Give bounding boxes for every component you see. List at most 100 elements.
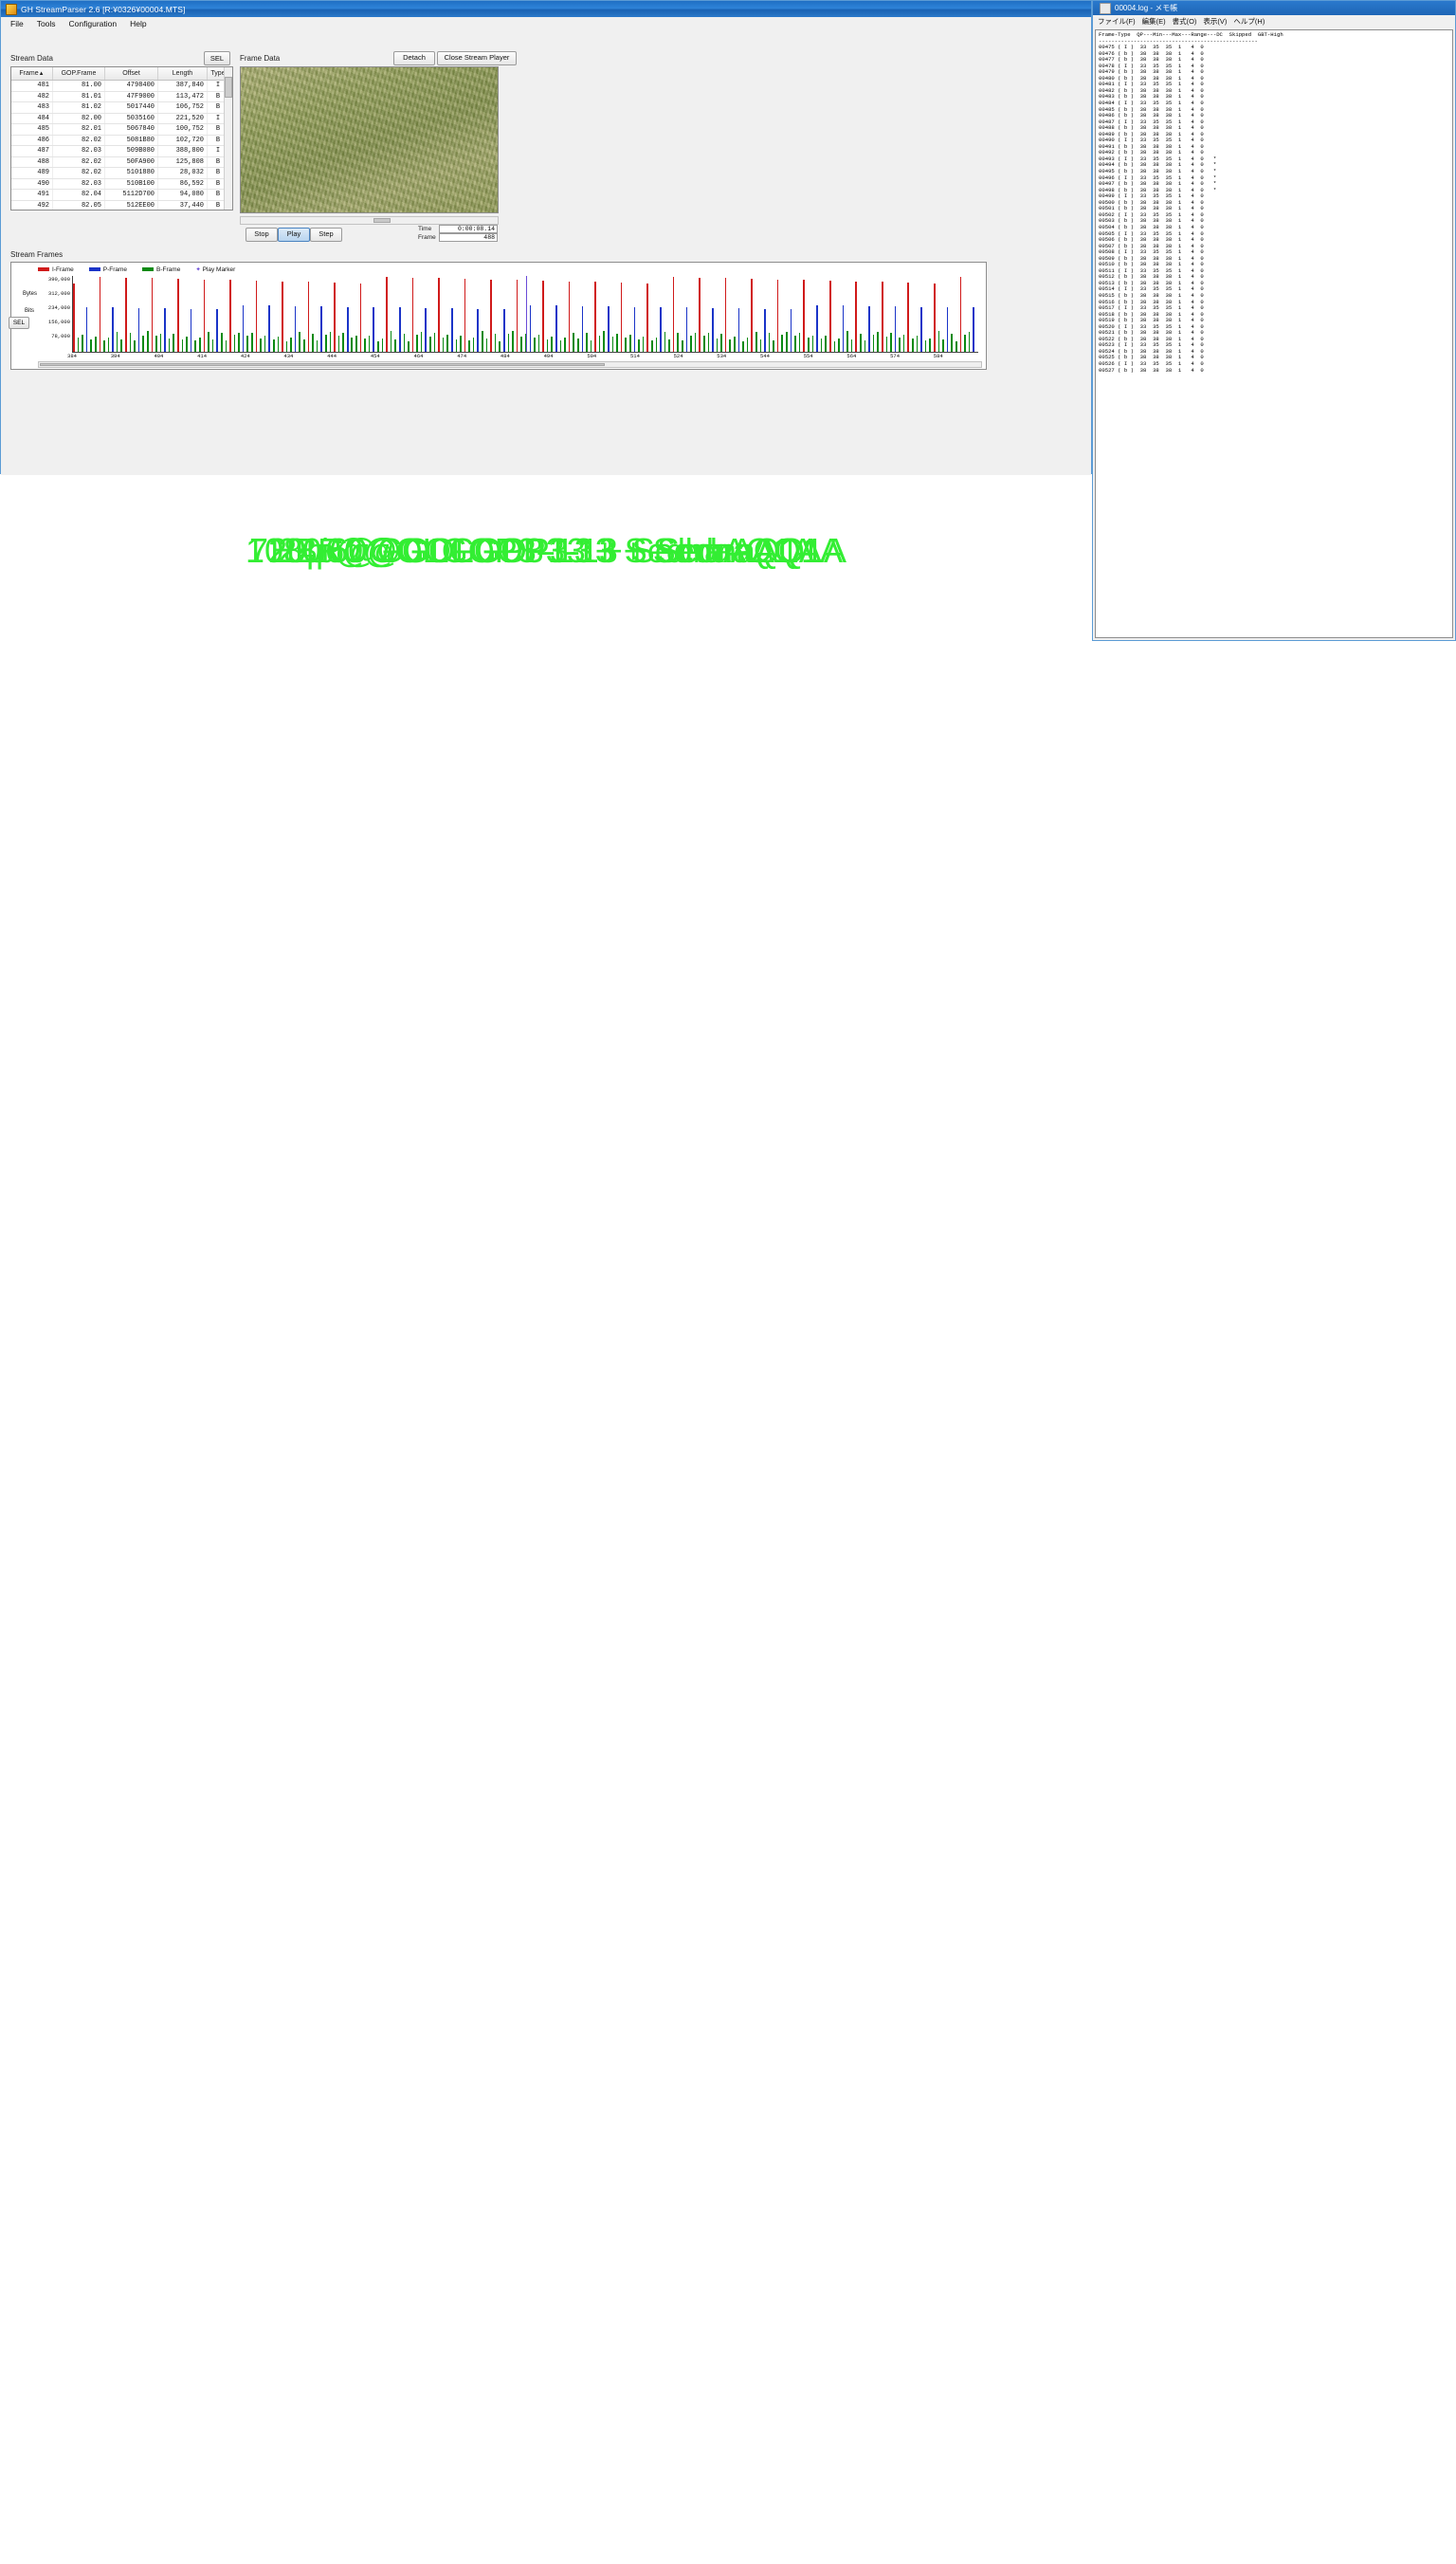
cell-length: 94,080 (158, 190, 208, 200)
bar-b (355, 335, 357, 352)
table-row[interactable]: 490 82.03 510B100 86,592 B (11, 178, 232, 190)
bar-b (781, 335, 784, 352)
bar-b (472, 338, 475, 352)
log-row: 00503 ( b ) 38 38 38 1 4 0 (1099, 217, 1204, 225)
table-scrollbar[interactable] (224, 67, 232, 210)
bar-b (573, 332, 574, 352)
sel-small-button[interactable]: SEL (9, 317, 29, 329)
bar-b (173, 334, 175, 352)
panel-caption: 720p60@GOLGOP3-13 + SednaAQ1A (249, 531, 843, 570)
step-button[interactable]: Step (310, 228, 342, 242)
table-row[interactable]: 488 82.02 50FA900 125,808 B (11, 156, 232, 168)
cell-offset: 4798400 (105, 81, 158, 91)
stream-data-table[interactable]: Frame ▲ GOP.Frame Offset Length Type 481 81.00… (10, 66, 233, 211)
table-row[interactable]: 492 82.05 512EE00 37,440 B (11, 200, 232, 210)
bar-b (316, 339, 318, 352)
cell-length: 125,808 (158, 156, 208, 167)
column-header-length[interactable]: Length (158, 67, 208, 80)
frame-value[interactable]: 488 (439, 233, 498, 242)
bar-p (294, 305, 297, 352)
log-row: 00497 ( b ) 38 38 38 1 4 0 * (1099, 180, 1217, 188)
frame-preview-image (240, 66, 499, 213)
log-row: 00480 ( b ) 38 38 38 1 4 0 (1099, 74, 1204, 82)
notepad-text-area[interactable]: Frame-Type QP---Min---Max---Range---DC S… (1095, 29, 1453, 638)
bar-b (220, 332, 223, 352)
cell-offset: 509B080 (105, 146, 158, 156)
detach-button[interactable]: Detach (393, 51, 435, 65)
sel-button[interactable]: SEL (204, 51, 230, 65)
log-row: 00501 ( b ) 38 38 38 1 4 0 (1099, 205, 1204, 212)
cell-offset: 5017440 (105, 102, 158, 113)
table-row[interactable]: 487 82.03 509B080 388,800 I (11, 146, 232, 157)
bar-p (712, 307, 714, 352)
bar-b (838, 338, 840, 352)
log-row: 00502 ( I ) 33 35 35 1 4 0 (1099, 211, 1204, 218)
table-row[interactable]: 482 81.01 47F9000 113,472 B (11, 91, 232, 102)
notepad-menu-item-0[interactable]: ファイル(F) (1098, 17, 1136, 26)
column-header-offset[interactable]: Offset (105, 67, 158, 80)
table-row[interactable]: 489 82.02 5101880 28,032 B (11, 168, 232, 179)
table-row[interactable]: 483 81.02 5017440 106,752 B (11, 102, 232, 114)
cell-gop-frame: 82.00 (53, 113, 105, 123)
window-titlebar[interactable]: GH StreamParser 2.6 [R:¥0326¥00004.MTS] (1, 1, 1091, 17)
bar-b (825, 336, 827, 352)
menu-item-configuration[interactable]: Configuration (68, 19, 118, 28)
bar-p (685, 307, 688, 352)
bar-b (329, 332, 332, 352)
chart-hscroll-thumb[interactable] (40, 363, 606, 366)
log-row: 00515 ( b ) 38 38 38 1 4 0 (1099, 291, 1204, 299)
log-row: 00491 ( b ) 38 38 38 1 4 0 (1099, 142, 1204, 150)
menu-bar[interactable]: File Tools Configuration Help (1, 17, 1091, 30)
bar-b (794, 335, 796, 352)
bar-b (494, 333, 497, 352)
bar-p (973, 307, 974, 352)
chart-hscrollbar[interactable] (38, 361, 982, 368)
table-row[interactable]: 491 82.04 5112D700 94,080 B (11, 190, 232, 201)
close-stream-player-button[interactable]: Close Stream Player (437, 51, 517, 65)
preview-scrollbar[interactable] (240, 216, 499, 225)
menu-item-file[interactable]: File (10, 19, 24, 28)
notepad-menu-item-3[interactable]: 表示(V) (1203, 17, 1228, 26)
bar-b (899, 338, 901, 352)
log-row: 00505 ( I ) 33 35 35 1 4 0 (1099, 229, 1204, 237)
notepad-menu-item-1[interactable]: 編集(E) (1141, 17, 1166, 26)
cell-length: 221,520 (158, 113, 208, 123)
cell-offset: 47F9000 (105, 91, 158, 101)
table-row[interactable]: 486 82.02 5081B80 102,720 B (11, 135, 232, 146)
bar-b (786, 332, 788, 352)
notepad-log-window[interactable]: 00004.log - メモ帳ファイル(F) 編集(E) 書式(O) 表示(V) ヘルプ… (1092, 0, 1456, 641)
menu-item-tools[interactable]: Tools (36, 19, 56, 28)
table-row[interactable]: 485 82.01 5067840 100,752 B (11, 124, 232, 136)
cell-gop-frame: 81.02 (53, 102, 105, 113)
stop-button[interactable]: Stop (246, 228, 278, 242)
bar-b (951, 333, 953, 352)
column-header-gop-frame[interactable]: GOP.Frame (53, 67, 105, 80)
table-row[interactable]: 484 82.00 5035160 221,520 I (11, 113, 232, 124)
bar-b (146, 330, 149, 352)
bar-b (264, 335, 266, 352)
play-button[interactable]: Play (278, 228, 310, 242)
bar-b (890, 332, 892, 352)
bar-b (864, 339, 866, 352)
x-tick: 534 (717, 353, 727, 359)
stream-frames-chart[interactable]: I-Frame P-Frame B-Frame ✦ Play Marker Bytes B… (10, 262, 987, 370)
panel-caption: 1080i60@GOLGOP3-13 + SednaAQ1A (246, 531, 846, 570)
bar-p (608, 306, 610, 352)
cell-gop-frame: 82.02 (53, 135, 105, 145)
notepad-menu-item-2[interactable]: 書式(O) (1172, 17, 1197, 26)
time-value[interactable]: 0:00:08.14 (439, 225, 498, 233)
notepad-menu-bar[interactable]: ファイル(F) 編集(E) 書式(O) 表示(V) ヘルプ(H) (1093, 15, 1455, 27)
x-axis: 384 394 404 414 424 434 444 454 464 474 484 494 504 5… (67, 353, 978, 362)
bar-i (386, 276, 388, 352)
table-scroll-thumb[interactable] (225, 77, 232, 98)
table-row[interactable]: 481 81.00 4798400 387,840 I (11, 81, 232, 92)
bar-p (764, 308, 766, 352)
bar-p (946, 307, 949, 352)
notepad-menu-item-4[interactable]: ヘルプ(H) (1233, 17, 1265, 26)
menu-item-help[interactable]: Help (130, 19, 147, 28)
streamparser-window[interactable]: GH StreamParser 2.6 [R:¥0326¥00004.MTS] F… (0, 0, 1092, 475)
column-header-frame[interactable]: Frame ▲ (11, 67, 53, 80)
preview-scroll-thumb[interactable] (373, 218, 391, 223)
notepad-titlebar[interactable]: 00004.log - メモ帳 (1093, 1, 1455, 15)
chart-plot-area[interactable] (72, 276, 978, 353)
